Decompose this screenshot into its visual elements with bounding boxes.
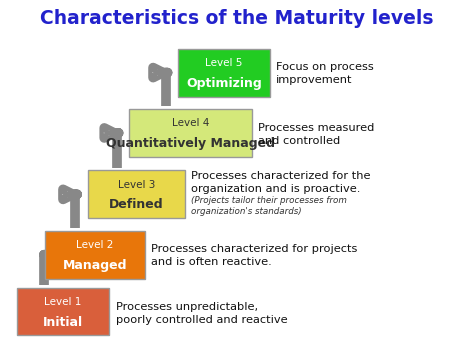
Text: Characteristics of the Maturity levels: Characteristics of the Maturity levels xyxy=(40,9,434,28)
Text: Focus on process
improvement: Focus on process improvement xyxy=(276,62,374,85)
Text: Optimizing: Optimizing xyxy=(186,77,262,90)
Text: Level 4: Level 4 xyxy=(172,118,209,129)
FancyBboxPatch shape xyxy=(17,288,109,335)
Text: Processes measured
and controlled: Processes measured and controlled xyxy=(258,122,375,146)
FancyBboxPatch shape xyxy=(88,170,185,218)
FancyBboxPatch shape xyxy=(178,49,270,97)
FancyBboxPatch shape xyxy=(129,109,252,157)
Text: Defined: Defined xyxy=(109,198,164,212)
Text: Processes unpredictable,
poorly controlled and reactive: Processes unpredictable, poorly controll… xyxy=(116,301,288,325)
Text: Level 5: Level 5 xyxy=(205,58,243,68)
FancyBboxPatch shape xyxy=(45,231,145,279)
Text: Managed: Managed xyxy=(63,259,127,272)
Text: Level 3: Level 3 xyxy=(118,180,155,190)
Text: Quantitatively Managed: Quantitatively Managed xyxy=(106,137,275,150)
Text: Level 2: Level 2 xyxy=(76,240,113,250)
Text: (Projects tailor their processes from
organization's standards): (Projects tailor their processes from or… xyxy=(191,196,347,216)
Text: Processes characterized for projects
and is often reactive.: Processes characterized for projects and… xyxy=(151,244,357,267)
Text: Processes characterized for the
organization and is proactive.: Processes characterized for the organiza… xyxy=(191,170,371,194)
Text: Initial: Initial xyxy=(43,316,83,329)
Text: Level 1: Level 1 xyxy=(44,297,82,307)
